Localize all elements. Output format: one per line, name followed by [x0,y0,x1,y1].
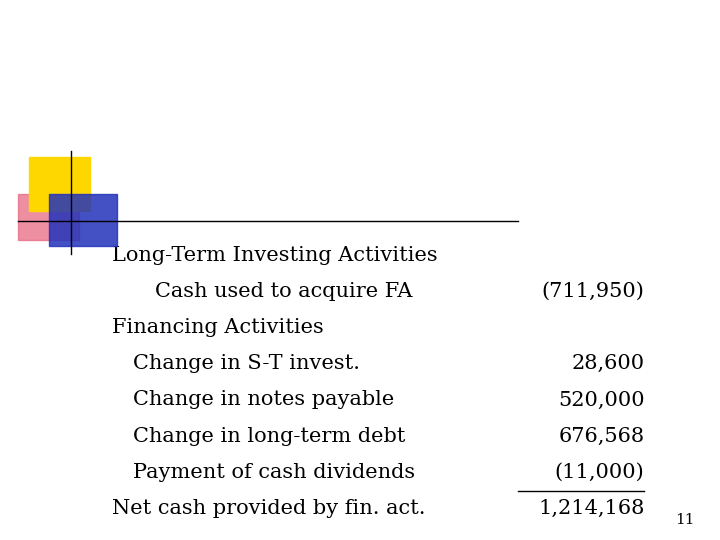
Text: (11,000): (11,000) [554,463,644,482]
Bar [49,194,117,246]
Text: 28,600: 28,600 [571,354,644,373]
Text: Net cash provided by fin. act.: Net cash provided by fin. act. [112,499,425,518]
Text: Cash used to acquire FA: Cash used to acquire FA [155,282,413,301]
Text: Change in long-term debt: Change in long-term debt [133,427,405,446]
Text: 1,214,168: 1,214,168 [538,499,644,518]
Text: Change in notes payable: Change in notes payable [133,390,395,409]
Bar [29,157,90,211]
Text: 520,000: 520,000 [558,390,644,409]
Bar [18,194,79,240]
Text: Long-Term Investing Activities: Long-Term Investing Activities [112,246,437,265]
Text: Financing Activities: Financing Activities [112,318,323,337]
Text: Change in S-T invest.: Change in S-T invest. [133,354,360,373]
Text: 11: 11 [675,512,695,526]
Text: (711,950): (711,950) [541,282,644,301]
Text: Payment of cash dividends: Payment of cash dividends [133,463,415,482]
Text: 676,568: 676,568 [558,427,644,446]
